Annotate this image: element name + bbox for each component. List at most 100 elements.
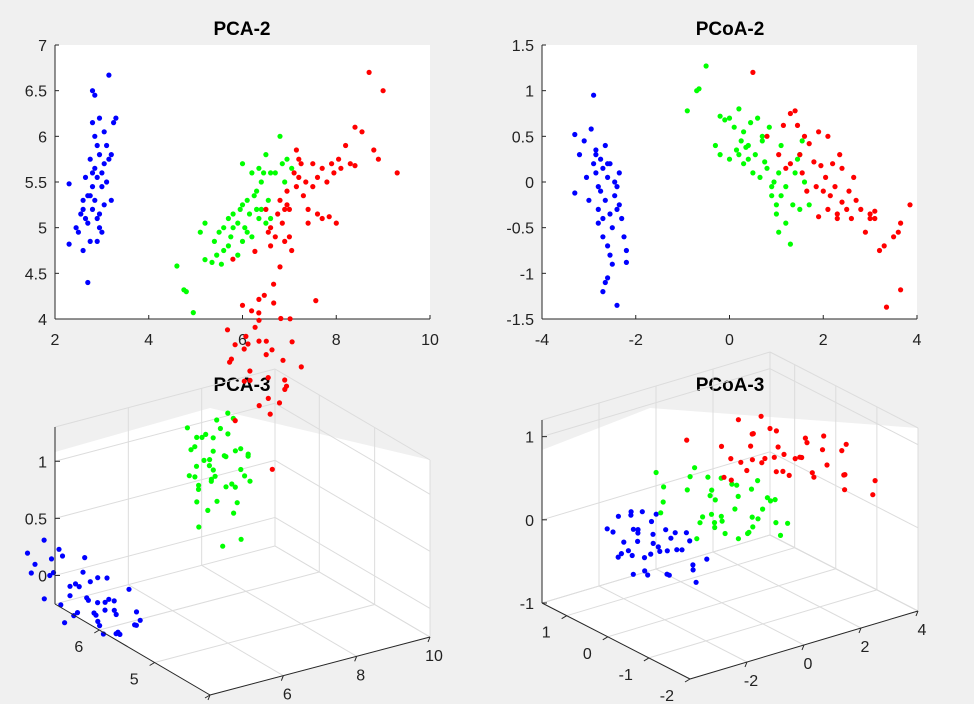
- blue-point: [104, 575, 110, 581]
- green-point: [718, 513, 724, 519]
- green-point: [221, 247, 227, 254]
- pcoa-3-box-face: [542, 408, 918, 679]
- grid-line: [541, 368, 771, 438]
- blue-point: [126, 586, 132, 592]
- blue-point: [87, 156, 93, 162]
- x-tick-label: 8: [356, 667, 365, 684]
- y-tick-mark: [643, 657, 650, 662]
- green-point: [722, 530, 728, 537]
- blue-point: [602, 279, 608, 286]
- blue-point: [607, 211, 613, 217]
- blue-point: [75, 229, 81, 235]
- red-point: [282, 206, 288, 212]
- blue-point: [595, 220, 601, 226]
- red-point: [261, 292, 267, 298]
- green-point: [722, 117, 728, 123]
- blue-point: [87, 579, 93, 585]
- red-point: [839, 165, 845, 171]
- box-edge: [769, 351, 919, 429]
- green-point: [239, 161, 246, 167]
- blue-point: [92, 197, 98, 203]
- green-point: [239, 238, 246, 244]
- green-point: [797, 206, 803, 212]
- blue-point: [598, 188, 604, 194]
- x-tick-label: 10: [421, 332, 439, 349]
- green-point: [203, 431, 209, 437]
- red-point: [256, 403, 262, 409]
- green-point: [197, 229, 203, 235]
- pcoa-3-axis-lines: [541, 420, 919, 683]
- green-point: [174, 263, 180, 269]
- green-point: [207, 457, 213, 463]
- green-point: [212, 473, 218, 479]
- green-point: [206, 463, 212, 469]
- red-point: [872, 478, 878, 484]
- x-tick-label: 8: [332, 332, 341, 349]
- green-point: [726, 156, 733, 162]
- green-point: [709, 487, 715, 493]
- z-tick-label: 0: [38, 568, 47, 585]
- red-point: [269, 466, 275, 472]
- green-point: [195, 486, 202, 492]
- blue-point: [609, 261, 615, 267]
- red-point: [265, 375, 271, 381]
- green-point: [244, 229, 250, 235]
- green-point: [214, 417, 220, 423]
- red-point: [298, 161, 304, 167]
- red-point: [310, 161, 316, 167]
- red-point: [794, 122, 801, 128]
- blue-point: [66, 241, 72, 247]
- green-point: [234, 500, 240, 506]
- green-point: [220, 543, 226, 549]
- blue-point: [616, 170, 622, 176]
- green-point: [247, 478, 253, 484]
- green-point: [783, 184, 789, 190]
- red-point: [898, 287, 904, 293]
- y-tick-label: 0: [583, 646, 592, 663]
- blue-point: [614, 206, 620, 212]
- green-point: [231, 510, 237, 516]
- x-tick-mark: [915, 610, 919, 617]
- blue-point: [78, 211, 84, 217]
- red-point: [310, 184, 316, 190]
- blue-point: [572, 131, 578, 138]
- red-point: [783, 165, 789, 171]
- blue-point: [95, 600, 101, 606]
- red-point: [283, 383, 290, 389]
- blue-point: [704, 556, 710, 562]
- green-point: [700, 514, 706, 520]
- green-point: [707, 493, 713, 499]
- red-point: [247, 368, 253, 374]
- blue-point: [32, 561, 38, 567]
- pca-2-title: PCA-2: [213, 19, 270, 40]
- red-point: [748, 443, 754, 449]
- green-point: [263, 220, 269, 226]
- green-point: [210, 448, 216, 454]
- red-point: [809, 470, 815, 476]
- blue-point: [108, 197, 114, 203]
- green-point: [712, 497, 718, 503]
- red-point: [282, 238, 288, 244]
- green-point: [217, 425, 223, 432]
- red-point: [775, 444, 781, 450]
- y-tick-label: -1: [520, 266, 534, 283]
- red-point: [319, 165, 325, 171]
- green-point: [196, 482, 202, 488]
- blue-point: [623, 259, 630, 265]
- red-point: [773, 428, 780, 434]
- blue-point: [655, 544, 661, 550]
- blue-point: [648, 551, 654, 557]
- red-point: [272, 234, 278, 240]
- red-point: [256, 338, 262, 344]
- grid-line: [607, 568, 836, 638]
- pca-3-axes: PCA-3 4 6 8 10 4 5 6 0 0.5 1: [25, 248, 443, 704]
- green-point: [194, 434, 200, 440]
- green-point: [228, 234, 234, 240]
- green-point: [766, 124, 772, 130]
- y-tick-label: 4: [38, 312, 47, 329]
- red-point: [728, 456, 734, 462]
- red-point: [818, 163, 824, 169]
- blue-point: [133, 609, 140, 615]
- red-point: [366, 69, 372, 75]
- green-point: [230, 211, 236, 217]
